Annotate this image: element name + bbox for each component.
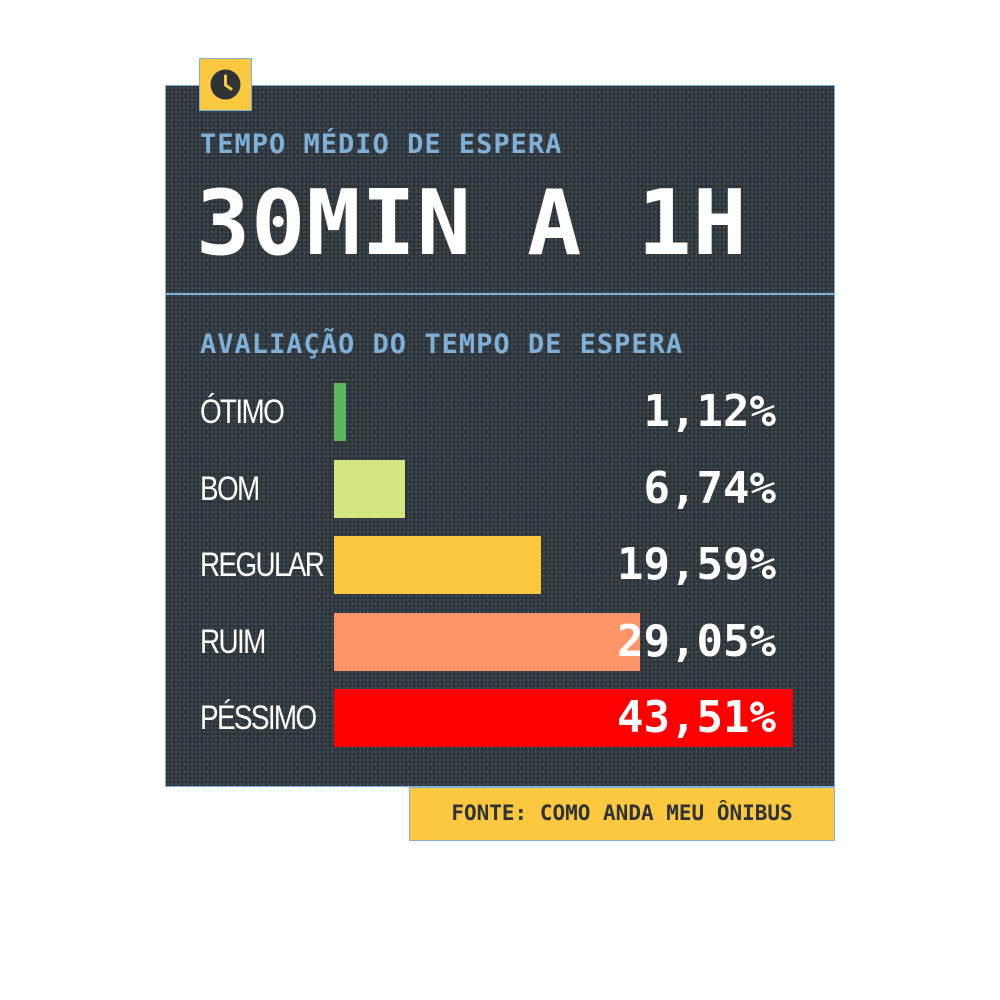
bar-chart: ÓTIMO 1,12% BOM 6,74% REGULAR 19,59% RUIM 29,05…: [166, 86, 836, 788]
category-label: ÓTIMO: [200, 393, 285, 431]
clock-badge: [199, 58, 252, 111]
bar: [334, 536, 541, 594]
category-label: REGULAR: [200, 546, 325, 584]
category-label: PÉSSIMO: [200, 699, 317, 737]
value-label: 29,05%: [617, 615, 776, 667]
value-label: 6,74%: [643, 462, 776, 514]
kicker-wait-time: TEMPO MÉDIO DE ESPERA: [200, 129, 563, 160]
category-label: RUIM: [200, 622, 266, 661]
divider: [166, 293, 834, 295]
bar: [334, 612, 641, 671]
category-label: BOM: [200, 469, 260, 508]
clock-icon: [210, 69, 241, 100]
value-label: 1,12%: [643, 386, 776, 437]
source-note: FONTE: COMO ANDA MEU ÔNIBUS: [409, 787, 835, 841]
value-label: 43,51%: [617, 692, 776, 743]
headline-wait-time: 30MIN A 1H: [196, 171, 748, 276]
chart-title: AVALIAÇÃO DO TEMPO DE ESPERA: [200, 329, 684, 360]
bar: [334, 383, 346, 441]
bar: [334, 689, 793, 747]
chart-card: TEMPO MÉDIO DE ESPERA 30MIN A 1H AVALIAÇ…: [165, 85, 835, 787]
bar: [334, 459, 406, 518]
value-label: 19,59%: [617, 539, 776, 590]
